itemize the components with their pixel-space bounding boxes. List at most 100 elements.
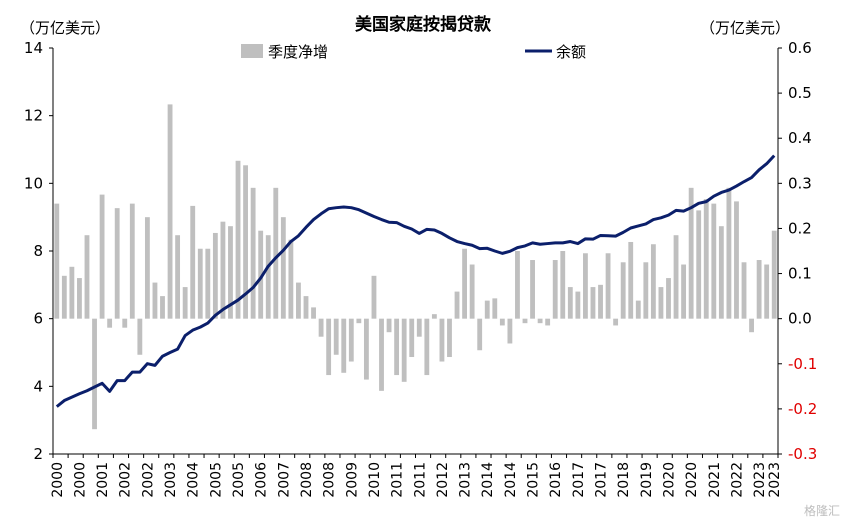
x-tick-label: 2003: [163, 462, 179, 498]
balance-line: [55, 154, 776, 408]
bar: [711, 203, 717, 319]
x-tick-label: 2001: [95, 462, 111, 498]
legend-line-label: 余额: [556, 43, 586, 61]
right-tick-label: 0.6: [788, 39, 812, 57]
bar: [333, 318, 339, 355]
x-tick-label: 2017: [594, 462, 610, 498]
bar: [212, 232, 218, 319]
bar: [303, 296, 309, 319]
bar: [371, 275, 377, 319]
bar: [635, 300, 641, 319]
bar: [348, 318, 354, 362]
bar: [681, 264, 687, 319]
x-tick-label: 2015: [526, 462, 542, 498]
watermark: 格隆汇: [803, 504, 840, 518]
bar: [499, 318, 505, 326]
bar: [530, 260, 535, 319]
x-tick-label: 2016: [548, 462, 564, 498]
x-tick-label: 2022: [729, 462, 745, 498]
bar: [749, 318, 754, 333]
bar: [673, 235, 679, 319]
right-tick-label: -0.3: [788, 445, 817, 463]
left-axis-unit: （万亿美元）: [20, 19, 110, 37]
left-tick-label: 10: [24, 174, 43, 192]
bar: [477, 318, 483, 351]
bar: [484, 300, 490, 319]
bar: [265, 235, 271, 319]
right-axis-unit: （万亿美元）: [700, 19, 790, 37]
bar: [741, 262, 747, 319]
bar: [613, 318, 619, 326]
left-tick-label: 14: [24, 39, 43, 57]
x-tick-label: 2011: [412, 462, 428, 498]
bar: [552, 260, 558, 319]
bar: [598, 284, 603, 319]
bar: [590, 287, 596, 319]
bar: [409, 318, 415, 358]
bar: [560, 251, 566, 319]
bar: [258, 230, 264, 319]
x-tick-label: 2021: [707, 462, 723, 498]
x-tick-label: 2002: [140, 462, 156, 498]
bar: [379, 318, 384, 391]
bar: [288, 239, 294, 319]
x-tick-label: 2017: [571, 462, 587, 498]
bar: [703, 199, 709, 319]
bar: [650, 244, 656, 319]
bar: [771, 230, 777, 319]
right-tick-label: 0.5: [788, 84, 812, 102]
bar: [386, 318, 392, 333]
x-tick-label: 2020: [684, 462, 700, 498]
bar: [243, 165, 248, 319]
bar: [764, 264, 770, 319]
bar: [688, 187, 694, 319]
bar: [190, 205, 196, 319]
bar: [537, 318, 543, 324]
bar: [69, 266, 75, 319]
x-tick-label: 2012: [435, 462, 451, 498]
bar: [605, 253, 611, 319]
bar: [235, 160, 241, 319]
bar: [220, 221, 226, 319]
x-tick-label: 2009: [344, 462, 360, 498]
bar: [273, 187, 279, 319]
bar: [462, 248, 467, 319]
line-series: [55, 154, 776, 408]
bar: [756, 260, 762, 319]
right-tick-label: 0.3: [788, 174, 812, 192]
bar: [114, 208, 120, 319]
x-tick-label: 2023: [752, 462, 768, 498]
bar: [620, 262, 626, 319]
x-tick-label: 2018: [616, 462, 632, 498]
legend-bar-swatch: [241, 44, 263, 58]
bar: [84, 235, 90, 319]
bar: [507, 318, 513, 344]
bar: [363, 318, 369, 380]
right-tick-label: 0.1: [788, 265, 812, 283]
bar: [492, 298, 498, 319]
bar: [205, 248, 211, 319]
bar: [99, 194, 105, 319]
x-tick-label: 2004: [186, 462, 202, 498]
bar: [666, 278, 671, 319]
right-tick-label: 0.2: [788, 219, 812, 237]
left-tick-label: 8: [33, 242, 43, 260]
bar: [431, 314, 437, 319]
bar: [416, 318, 422, 337]
x-tick-label: 2000: [50, 462, 66, 498]
x-tick-label: 2010: [367, 462, 383, 498]
bar: [296, 282, 301, 319]
bar: [280, 217, 286, 319]
x-tick-label: 2000: [72, 462, 88, 498]
bar: [726, 187, 732, 319]
bar: [454, 291, 460, 319]
bar: [61, 275, 67, 319]
axes: 2 4 6 8 10 12 14 -0.3 -0.2 -0.1 0.0 0.1 0.2 0.3 0.4 0.5…: [24, 39, 817, 498]
legend-bar-label: 季度净增: [268, 43, 328, 61]
left-tick-label: 4: [33, 377, 43, 395]
bar: [658, 287, 664, 319]
bar: [394, 318, 400, 376]
bar: [197, 248, 203, 319]
